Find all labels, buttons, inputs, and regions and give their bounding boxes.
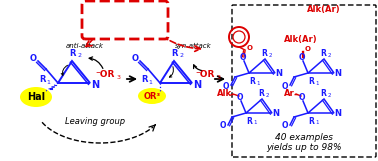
Text: 2: 2 <box>268 52 272 57</box>
Text: 3: 3 <box>217 75 221 80</box>
Text: syn-attack: syn-attack <box>175 43 211 49</box>
Text: yields up to 98%: yields up to 98% <box>266 142 342 152</box>
Text: R: R <box>308 76 314 85</box>
Text: O: O <box>237 93 243 101</box>
Text: R: R <box>246 117 252 126</box>
Text: S: S <box>121 8 129 18</box>
Text: N: N <box>273 109 279 118</box>
Text: R: R <box>70 48 76 57</box>
Text: Leaving group: Leaving group <box>65 117 125 126</box>
Text: Alk: Alk <box>217 89 232 98</box>
Text: R: R <box>172 48 178 57</box>
Text: 2′-S: 2′-S <box>124 8 146 18</box>
Text: O: O <box>223 81 229 90</box>
Text: 1: 1 <box>46 80 50 85</box>
Text: O: O <box>132 53 138 62</box>
Text: 1: 1 <box>315 80 319 85</box>
Text: R: R <box>141 75 147 84</box>
Text: R: R <box>249 76 255 85</box>
Text: R: R <box>308 117 314 126</box>
FancyArrowPatch shape <box>194 65 202 71</box>
Text: ⁻OR: ⁻OR <box>195 70 215 79</box>
Text: N: N <box>128 11 134 20</box>
Ellipse shape <box>138 88 166 104</box>
Text: N: N <box>335 68 341 77</box>
Text: O: O <box>247 45 253 51</box>
Text: O: O <box>240 52 246 62</box>
Text: 1: 1 <box>256 80 260 85</box>
Text: O: O <box>29 53 37 62</box>
FancyArrowPatch shape <box>169 67 174 77</box>
Text: R: R <box>261 48 267 57</box>
Text: 2: 2 <box>327 93 331 98</box>
Text: 2: 2 <box>265 93 269 98</box>
Text: Alk(Ar): Alk(Ar) <box>307 5 341 14</box>
Text: 3: 3 <box>117 75 121 80</box>
Text: 1: 1 <box>315 120 319 126</box>
Text: Ar: Ar <box>284 89 294 98</box>
Ellipse shape <box>20 87 52 107</box>
Text: 2: 2 <box>77 52 81 57</box>
Text: O: O <box>282 122 288 131</box>
Text: 40 examples: 40 examples <box>275 133 333 142</box>
Text: N: N <box>145 11 151 20</box>
Text: O: O <box>220 122 226 131</box>
Text: -: - <box>229 90 233 100</box>
Text: -: - <box>293 90 297 100</box>
Text: ⁻OR: ⁻OR <box>95 70 115 79</box>
FancyBboxPatch shape <box>82 1 168 39</box>
Text: anti-attack: anti-attack <box>66 43 104 49</box>
Text: N: N <box>335 109 341 118</box>
Text: N: N <box>276 68 282 77</box>
Text: 2: 2 <box>179 52 183 57</box>
Text: O: O <box>299 52 305 62</box>
Text: N: N <box>193 80 201 90</box>
Text: cascade: cascade <box>101 20 149 30</box>
Text: O: O <box>305 46 311 52</box>
Text: 2: 2 <box>327 52 331 57</box>
Text: 1: 1 <box>148 80 152 85</box>
Text: Alk(Ar): Alk(Ar) <box>284 34 318 43</box>
Text: O: O <box>282 81 288 90</box>
Text: O: O <box>299 93 305 101</box>
Text: R: R <box>39 75 45 84</box>
Text: Hal: Hal <box>27 92 45 102</box>
Text: N: N <box>91 80 99 90</box>
FancyArrowPatch shape <box>89 57 103 68</box>
Text: OR³: OR³ <box>143 91 161 100</box>
FancyArrowPatch shape <box>61 65 68 75</box>
FancyBboxPatch shape <box>232 5 376 157</box>
Text: 1: 1 <box>253 120 257 126</box>
Text: R: R <box>320 89 326 98</box>
Text: 2′: 2′ <box>147 8 157 18</box>
Text: R: R <box>320 48 326 57</box>
Text: R: R <box>258 89 264 98</box>
